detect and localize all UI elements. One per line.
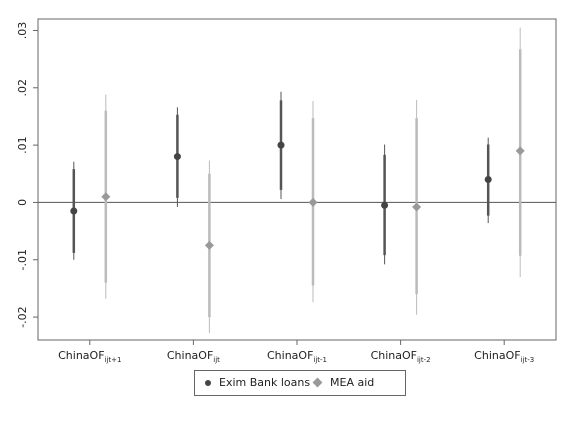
point-estimate [277, 141, 285, 149]
point-estimate [101, 192, 111, 202]
legend-label-exim: Exim Bank loans [219, 376, 311, 389]
x-tick-label: ChinaOFijt [167, 349, 220, 364]
y-tick-label: .02 [16, 79, 29, 97]
y-tick-label: .03 [16, 22, 29, 40]
diamond-marker-icon [312, 377, 323, 388]
legend-item-mea: MEA aid [312, 376, 375, 389]
point-estimate [484, 176, 492, 183]
y-tick-label: 0 [16, 199, 29, 206]
legend-label-mea: MEA aid [330, 376, 375, 389]
circle-marker-icon [205, 379, 211, 386]
y-tick-label: -.01 [16, 249, 29, 270]
point-estimate [381, 201, 389, 209]
x-tick-label: ChinaOFijt-1 [267, 349, 327, 364]
y-axis: -.02 -.01 0 .01 .02 .03 [16, 22, 38, 328]
plot-frame [37, 18, 557, 341]
point-estimate [308, 197, 318, 207]
legend: Exim Bank loans MEA aid [194, 370, 406, 396]
point-estimate [412, 202, 422, 212]
chart-marks [70, 27, 525, 334]
x-tick-label: ChinaOFijt-3 [474, 349, 534, 364]
x-axis: ChinaOFijt+1 ChinaOFijt ChinaOFijt-1 ChinaO… [58, 340, 534, 364]
y-tick-label: .01 [16, 136, 29, 154]
x-tick-label: ChinaOFijt-2 [371, 349, 431, 364]
point-estimate [173, 153, 181, 161]
point-estimate [515, 146, 525, 156]
x-tick-label: ChinaOFijt+1 [58, 349, 121, 364]
legend-item-exim: Exim Bank loans [205, 376, 310, 389]
point-estimate [204, 240, 214, 250]
y-tick-label: -.02 [16, 306, 29, 327]
point-estimate [70, 207, 78, 215]
